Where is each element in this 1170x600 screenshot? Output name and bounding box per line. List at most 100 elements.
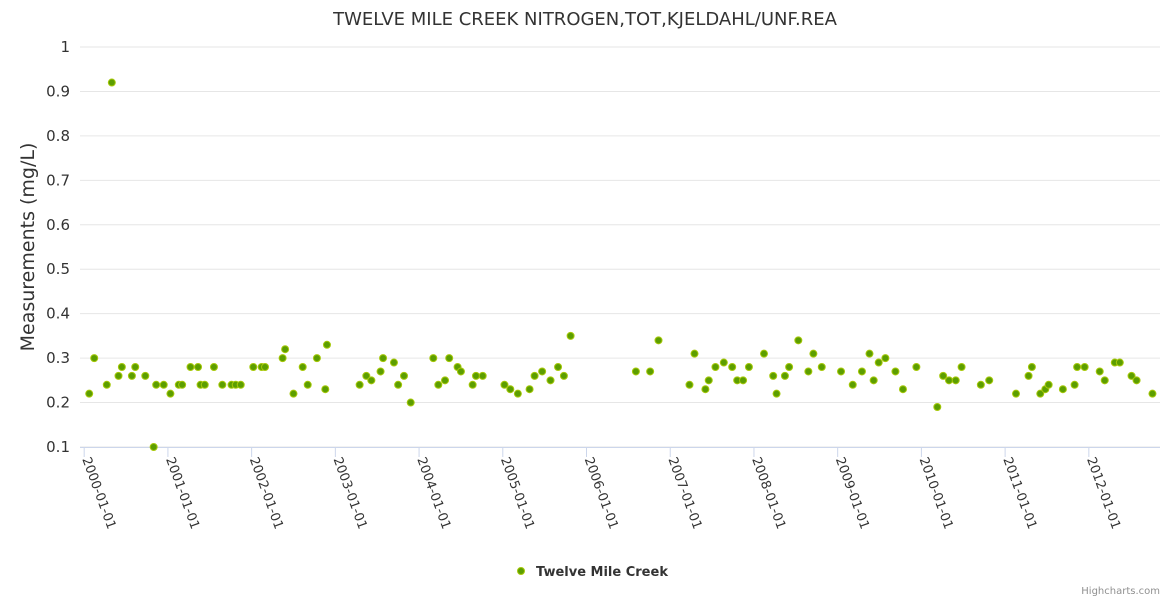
data-point[interactable] bbox=[1058, 385, 1067, 394]
data-point[interactable] bbox=[434, 380, 443, 389]
data-point[interactable] bbox=[817, 363, 826, 371]
data-point[interactable] bbox=[114, 371, 123, 380]
data-point[interactable] bbox=[90, 354, 99, 363]
data-point[interactable] bbox=[837, 367, 846, 376]
data-point[interactable] bbox=[538, 367, 547, 376]
data-point[interactable] bbox=[367, 376, 376, 385]
data-point[interactable] bbox=[236, 380, 245, 389]
data-point[interactable] bbox=[117, 363, 126, 371]
data-point[interactable] bbox=[704, 376, 713, 385]
data-point[interactable] bbox=[194, 363, 203, 371]
data-point[interactable] bbox=[1095, 367, 1104, 376]
data-point[interactable] bbox=[857, 367, 866, 376]
credits-link[interactable]: Highcharts.com bbox=[1081, 586, 1160, 597]
data-point[interactable] bbox=[945, 376, 954, 385]
data-point[interactable] bbox=[546, 376, 555, 385]
data-point[interactable] bbox=[881, 354, 890, 363]
data-point[interactable] bbox=[939, 371, 948, 380]
data-point[interactable] bbox=[701, 385, 710, 394]
data-point[interactable] bbox=[376, 367, 385, 376]
data-point[interactable] bbox=[321, 385, 330, 394]
data-point[interactable] bbox=[209, 363, 218, 371]
data-point[interactable] bbox=[566, 331, 575, 340]
data-point[interactable] bbox=[322, 340, 331, 349]
data-point[interactable] bbox=[379, 354, 388, 363]
data-point[interactable] bbox=[1070, 380, 1079, 389]
data-point[interactable] bbox=[178, 380, 187, 389]
data-point[interactable] bbox=[131, 363, 140, 371]
data-point[interactable] bbox=[468, 380, 477, 389]
data-point[interactable] bbox=[646, 367, 655, 376]
data-point[interactable] bbox=[728, 363, 737, 371]
data-point[interactable] bbox=[769, 371, 778, 380]
data-point[interactable] bbox=[513, 389, 522, 398]
data-point[interactable] bbox=[809, 349, 818, 358]
data-point[interactable] bbox=[1115, 358, 1124, 367]
data-point[interactable] bbox=[186, 363, 195, 371]
data-point[interactable] bbox=[85, 389, 94, 398]
data-point[interactable] bbox=[1024, 371, 1033, 380]
data-point[interactable] bbox=[249, 363, 258, 371]
data-point[interactable] bbox=[445, 354, 454, 363]
data-point[interactable] bbox=[355, 380, 364, 389]
data-point[interactable] bbox=[530, 371, 539, 380]
data-point[interactable] bbox=[631, 367, 640, 376]
data-point[interactable] bbox=[898, 385, 907, 394]
data-point[interactable] bbox=[1012, 389, 1020, 398]
data-point[interactable] bbox=[152, 380, 161, 389]
data-point[interactable] bbox=[804, 367, 813, 376]
data-point[interactable] bbox=[874, 358, 883, 367]
data-point[interactable] bbox=[478, 371, 487, 380]
data-point[interactable] bbox=[1100, 376, 1109, 385]
data-point[interactable] bbox=[912, 363, 921, 371]
data-point[interactable] bbox=[554, 363, 563, 371]
data-point[interactable] bbox=[1148, 389, 1157, 398]
data-point[interactable] bbox=[690, 349, 699, 358]
data-point[interactable] bbox=[200, 380, 209, 389]
data-point[interactable] bbox=[394, 380, 403, 389]
data-point[interactable] bbox=[957, 363, 966, 371]
data-point[interactable] bbox=[869, 376, 878, 385]
data-point[interactable] bbox=[985, 376, 994, 385]
data-point[interactable] bbox=[289, 389, 298, 398]
data-point[interactable] bbox=[711, 363, 720, 371]
data-point[interactable] bbox=[500, 380, 509, 389]
data-point[interactable] bbox=[976, 380, 985, 389]
data-point[interactable] bbox=[719, 358, 728, 367]
data-point[interactable] bbox=[794, 336, 803, 345]
data-point[interactable] bbox=[865, 349, 874, 358]
data-point[interactable] bbox=[744, 363, 753, 371]
data-point[interactable] bbox=[1132, 376, 1141, 385]
data-point[interactable] bbox=[429, 354, 438, 363]
data-point[interactable] bbox=[1036, 389, 1045, 398]
data-point[interactable] bbox=[780, 371, 789, 380]
data-point[interactable] bbox=[281, 345, 290, 354]
data-point[interactable] bbox=[406, 398, 415, 407]
data-point[interactable] bbox=[760, 349, 768, 358]
data-point[interactable] bbox=[159, 380, 168, 389]
data-point[interactable] bbox=[785, 363, 794, 371]
data-point[interactable] bbox=[312, 354, 321, 363]
legend-label[interactable]: Twelve Mile Creek bbox=[536, 565, 668, 580]
data-point[interactable] bbox=[685, 380, 694, 389]
data-point[interactable] bbox=[166, 389, 175, 398]
data-point[interactable] bbox=[951, 376, 960, 385]
data-point[interactable] bbox=[933, 403, 942, 411]
data-point[interactable] bbox=[389, 358, 398, 367]
data-point[interactable] bbox=[525, 385, 534, 394]
data-point[interactable] bbox=[441, 376, 450, 385]
data-point[interactable] bbox=[362, 371, 371, 380]
data-point[interactable] bbox=[218, 380, 227, 389]
data-point[interactable] bbox=[298, 363, 307, 371]
data-point[interactable] bbox=[1027, 363, 1036, 371]
data-point[interactable] bbox=[654, 336, 663, 345]
data-point[interactable] bbox=[141, 371, 150, 380]
data-point[interactable] bbox=[891, 367, 900, 376]
data-point[interactable] bbox=[559, 371, 568, 380]
data-point[interactable] bbox=[107, 78, 116, 87]
data-point[interactable] bbox=[472, 371, 480, 380]
data-point[interactable] bbox=[848, 380, 857, 389]
data-point[interactable] bbox=[149, 443, 158, 451]
data-point[interactable] bbox=[506, 385, 515, 394]
data-point[interactable] bbox=[1127, 371, 1136, 380]
